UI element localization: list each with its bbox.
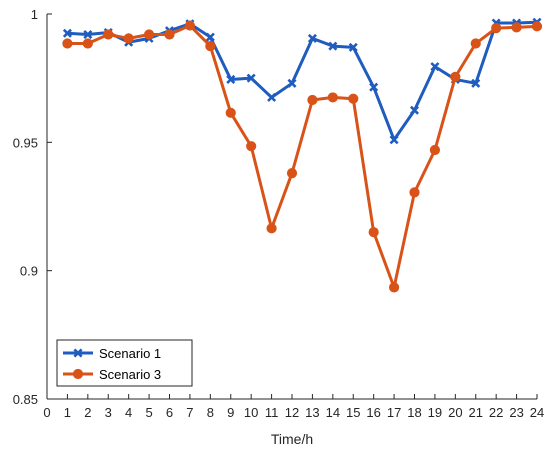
data-point	[246, 73, 256, 83]
data-point	[328, 41, 338, 51]
data-point	[83, 30, 93, 40]
x-tick-label: 13	[305, 405, 319, 420]
x-tick-label: 1	[64, 405, 71, 420]
x-axis-title: Time/h	[271, 431, 313, 447]
y-axis-ticks: 0.85 0.9 0.95 1	[13, 7, 52, 407]
series-layer	[62, 17, 543, 293]
data-point	[389, 135, 399, 145]
x-tick-label: 20	[448, 405, 462, 420]
x-tick-label: 11	[265, 405, 279, 420]
data-point	[226, 74, 236, 84]
data-point	[307, 33, 317, 43]
x-tick-label: 12	[285, 405, 299, 420]
legend-marker	[73, 348, 83, 358]
y-tick-label: 0.9	[20, 264, 38, 279]
y-tick-label: 0.95	[13, 135, 38, 150]
x-axis-ticks: 0 1 2 3 4 5 6 7 8 9 10 11 12 13 14 15 16 17 18 19 20 21 22 23 24	[43, 394, 544, 420]
x-tick-label: 8	[207, 405, 214, 420]
data-point	[450, 71, 461, 82]
data-point	[225, 107, 236, 118]
data-point	[491, 23, 502, 34]
data-point	[266, 223, 277, 234]
x-tick-label: 0	[43, 405, 50, 420]
data-point	[287, 78, 297, 88]
x-tick-label: 2	[84, 405, 91, 420]
data-point	[82, 38, 93, 49]
data-point	[388, 282, 400, 293]
data-point	[348, 42, 358, 52]
x-tick-label: 23	[509, 405, 523, 420]
data-point	[103, 29, 114, 40]
data-point	[246, 141, 257, 152]
x-tick-label: 7	[186, 405, 193, 420]
data-point	[368, 227, 379, 238]
series-scenario-3	[62, 20, 543, 293]
x-tick-label: 24	[530, 405, 544, 420]
x-tick-label: 3	[105, 405, 112, 420]
x-tick-label: 17	[387, 405, 401, 420]
x-tick-label: 15	[346, 405, 360, 420]
data-point	[164, 29, 175, 40]
data-point	[409, 187, 420, 198]
data-point	[62, 28, 72, 38]
data-point	[205, 32, 215, 42]
legend-label: Scenario 3	[99, 367, 161, 382]
x-tick-label: 9	[227, 405, 234, 420]
data-point	[348, 93, 359, 104]
data-point	[184, 20, 196, 31]
data-point	[62, 38, 73, 49]
x-tick-label: 22	[489, 405, 503, 420]
data-point	[327, 92, 338, 103]
data-point	[471, 78, 481, 88]
x-tick-label: 19	[428, 405, 442, 420]
x-tick-label: 18	[407, 405, 421, 420]
x-tick-label: 5	[145, 405, 152, 420]
data-point	[470, 38, 481, 49]
x-tick-label: 4	[125, 405, 132, 420]
legend: Scenario 1 Scenario 3	[56, 339, 193, 387]
data-point	[429, 144, 441, 156]
x-tick-label: 14	[326, 405, 340, 420]
data-point	[286, 168, 298, 179]
data-point	[531, 21, 543, 32]
data-point	[205, 40, 216, 52]
data-point	[143, 29, 155, 40]
x-tick-label: 6	[166, 405, 173, 420]
y-tick-label: 0.85	[13, 392, 38, 407]
y-tick-label: 1	[31, 7, 38, 22]
data-point	[430, 62, 440, 72]
data-point	[307, 94, 318, 106]
x-tick-label: 10	[244, 405, 258, 420]
legend-marker	[72, 368, 84, 380]
legend-label: Scenario 1	[99, 346, 161, 361]
x-tick-label: 16	[366, 405, 380, 420]
data-point	[511, 22, 522, 33]
data-point	[409, 105, 420, 115]
data-point	[267, 92, 277, 102]
data-point	[123, 33, 134, 44]
data-point	[369, 82, 379, 92]
x-tick-label: 21	[469, 405, 483, 420]
